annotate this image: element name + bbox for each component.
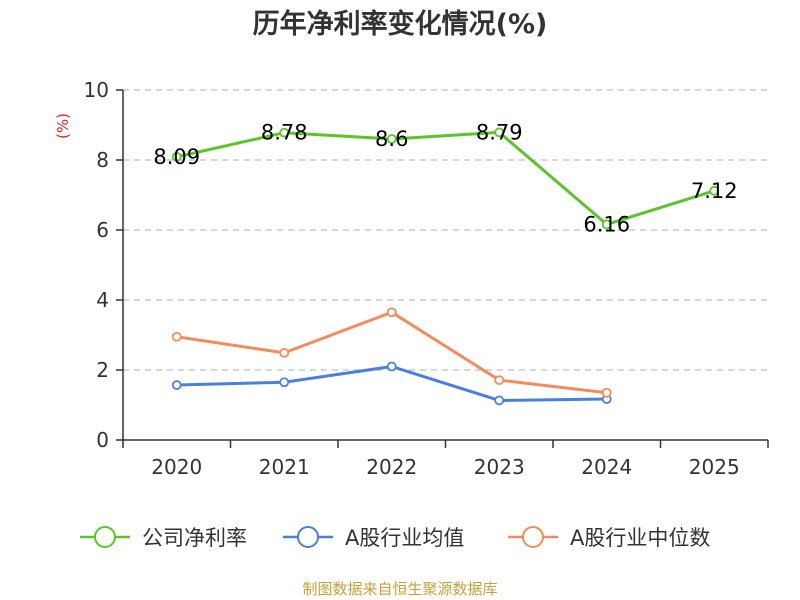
data-label: 8.6 [375,127,408,151]
data-point[interactable] [171,380,182,390]
series-0 [171,127,720,230]
legend-marker-icon [297,526,319,548]
data-point[interactable] [709,185,720,196]
axes [116,89,769,448]
data-point[interactable] [171,151,182,162]
x-tick-label: 2024 [581,455,632,479]
data-point[interactable] [279,347,290,358]
data-label: 7.12 [691,179,738,203]
data-point[interactable] [601,219,612,230]
y-tick-label: 4 [96,288,109,312]
legend-item-2[interactable]: A股行业中位数 [508,526,710,550]
chart-title: 历年净利率变化情况(%) [253,8,548,40]
legend-item-0[interactable]: 公司净利率 [80,526,247,550]
legend-item-1[interactable]: A股行业均值 [283,526,464,550]
legend-label: 公司净利率 [142,526,247,550]
source-note: 制图数据来自恒生聚源数据库 [302,580,497,598]
data-point[interactable] [386,307,397,318]
x-tick-labels: 2020 2021 2022 2023 2024 2025 [151,455,739,479]
x-tick-label: 2025 [689,455,740,479]
x-tick-label: 2022 [366,455,417,479]
data-point[interactable] [279,377,290,388]
data-point[interactable] [386,361,397,372]
x-tick-label: 2023 [474,455,525,479]
legend-label: A股行业中位数 [570,526,710,550]
gridlines [123,89,768,371]
data-label: 8.79 [476,120,523,144]
data-point[interactable] [171,331,182,342]
legend-marker-icon [522,526,544,548]
legend: 公司净利率 A股行业均值 A股行业中位数 [80,526,710,550]
data-point[interactable] [494,395,505,406]
series-2 [171,307,612,398]
y-axis-label: (%) [54,113,72,139]
data-label: 8.78 [261,121,308,145]
y-tick-label: 10 [84,78,109,102]
x-tick-label: 2020 [151,455,202,479]
data-label: 8.09 [153,145,200,169]
x-tick-label: 2021 [259,455,310,479]
y-tick-labels: 0 2 4 6 8 10 [84,78,109,452]
series-1 [171,361,612,406]
data-point[interactable] [494,375,505,386]
y-tick-label: 6 [96,218,109,242]
data-point[interactable] [279,127,290,138]
series-line [176,130,715,226]
y-tick-label: 8 [96,148,109,172]
series-group [171,127,720,406]
series-line [176,310,607,395]
data-point[interactable] [494,127,505,138]
data-label: 6.16 [583,212,630,236]
data-point[interactable] [601,387,612,398]
legend-marker-icon [94,526,116,548]
data-labels: 8.09 8.78 8.6 8.79 6.16 7.12 [153,120,737,236]
y-tick-label: 2 [96,358,109,382]
series-line [176,365,607,402]
legend-label: A股行业均值 [345,526,464,550]
y-tick-label: 0 [96,428,109,452]
data-point[interactable] [386,134,397,144]
